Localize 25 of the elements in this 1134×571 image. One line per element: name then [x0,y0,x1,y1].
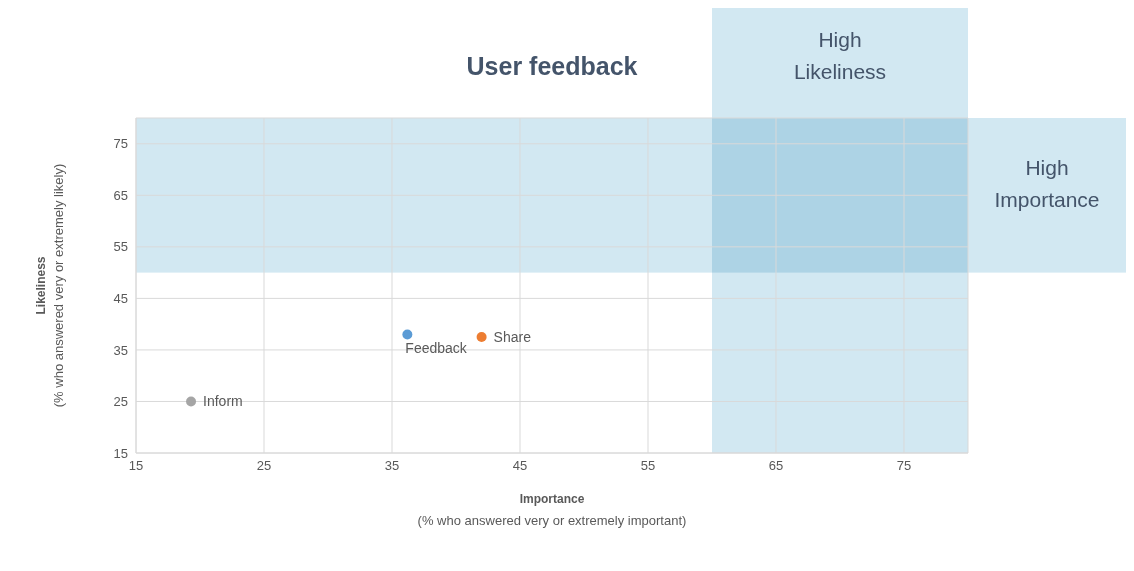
x-tick-label: 15 [128,458,144,474]
y-tick-label: 25 [113,394,128,410]
band-label: High Importance [994,156,1100,212]
x-tick-label: 55 [640,458,656,474]
point [402,329,413,340]
series-label: Inform [203,393,243,410]
y-tick-label: 35 [113,342,128,358]
series-label: Share [493,329,532,346]
chart-title: User feedback [466,52,638,80]
x-tick-label: 75 [896,458,912,474]
y-tick-label: 15 [113,445,128,461]
series-label: Feedback [405,340,468,357]
band-label: High Likeliness [793,28,887,83]
point [186,396,197,407]
point [476,332,487,343]
x-axis-title: Importance (% who answered very or extremely important) [417,492,687,528]
y-tick-label: 55 [113,239,128,255]
x-tick-label: 65 [768,458,784,474]
x-tick-label: 35 [384,458,400,474]
y-tick-label: 45 [113,291,128,306]
y-tick-label: 75 [113,136,128,152]
x-tick-label: 45 [512,458,528,474]
y-tick-label: 65 [113,187,128,203]
x-tick-label: 25 [256,458,272,474]
y-axis-title: Likeliness (% who answered very or extremely likely) [34,163,66,408]
